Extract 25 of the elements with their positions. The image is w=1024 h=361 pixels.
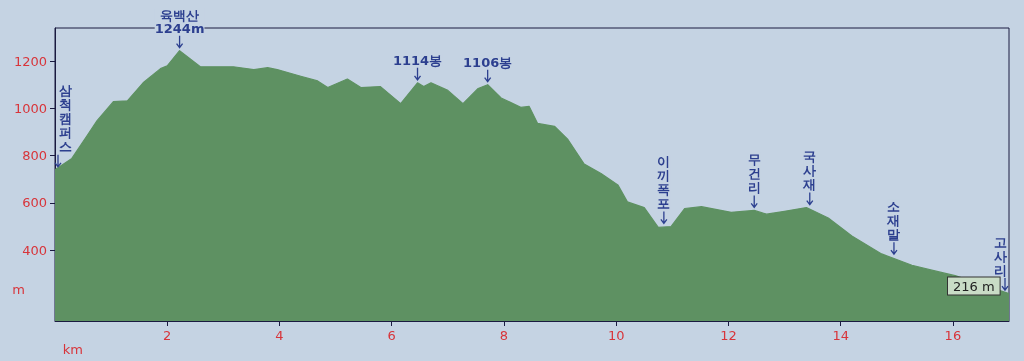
x-tick-label: 16 [944, 328, 962, 343]
x-tick-label: 14 [832, 328, 849, 343]
x-tick-label: 10 [607, 328, 625, 343]
annotation: 육백산 1244m [154, 7, 205, 36]
y-tick-label: 400 [22, 242, 47, 258]
y-tick-label: 1000 [13, 100, 47, 116]
annotation: 국사재 [802, 149, 817, 193]
annotation: 고사리 [993, 234, 1007, 278]
annotation: 소재말 [886, 198, 901, 242]
annotation: 1106봉 [463, 54, 513, 70]
x-tick-label: 6 [387, 328, 396, 343]
annotation: 삼척캠퍼스 [58, 83, 72, 155]
x-tick-label: 12 [720, 328, 737, 343]
x-tick-label: 2 [163, 328, 172, 343]
x-tick-label: 4 [275, 328, 284, 343]
annotation: 216 m [953, 278, 995, 294]
y-tick-label: 1200 [13, 53, 47, 69]
annotation: 무건리 [747, 151, 761, 195]
y-tick-label: 800 [22, 148, 47, 164]
x-axis-title: km [62, 342, 83, 357]
annotation: 1114봉 [392, 52, 443, 68]
annotation: 이끼폭포 [657, 153, 671, 211]
x-tick-label: 8 [499, 328, 509, 343]
y-axis-title: m [12, 282, 25, 297]
y-tick-label: 600 [22, 195, 47, 211]
